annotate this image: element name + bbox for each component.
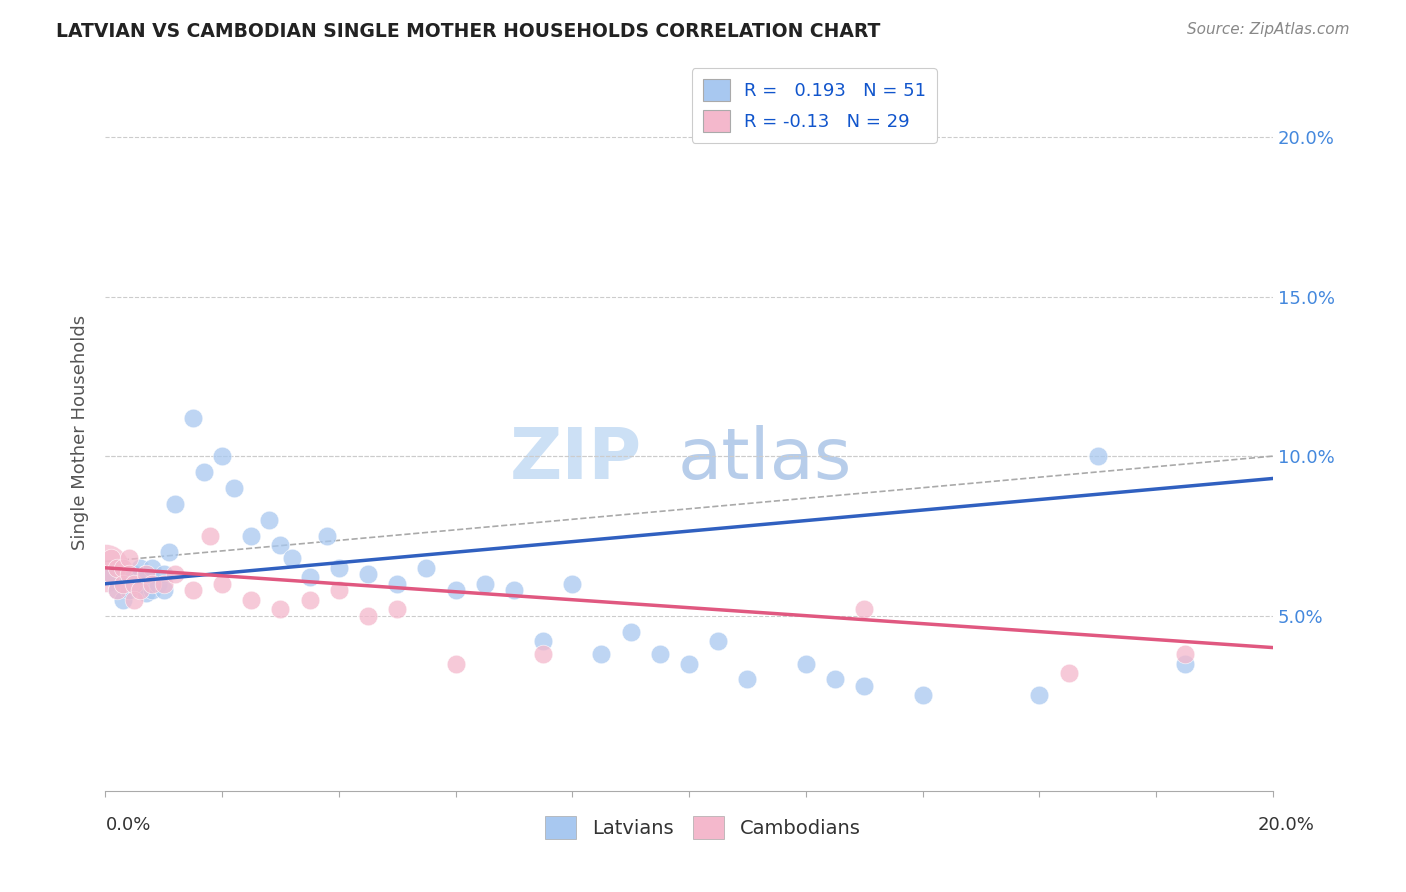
Point (152, 576, 174, 591)
Point (100, 567, 122, 582)
Point (561, 576, 583, 591)
Point (357, 567, 380, 582)
Point (444, 657, 467, 671)
Point (1057, 666, 1080, 681)
Point (316, 529, 339, 543)
Point (165, 497, 187, 511)
Point (1087, 449, 1109, 463)
Point (124, 576, 146, 591)
Point (257, 513, 280, 527)
Point (357, 608, 380, 623)
Point (707, 634, 730, 648)
Point (385, 576, 408, 591)
Point (141, 583, 163, 598)
Point (193, 465, 215, 479)
Point (328, 561, 350, 575)
Point (678, 657, 700, 671)
Point (222, 481, 245, 495)
Text: Source: ZipAtlas.com: Source: ZipAtlas.com (1187, 22, 1350, 37)
Point (824, 673, 846, 687)
Point (94, 561, 117, 575)
Point (211, 576, 233, 591)
Point (648, 647, 671, 661)
Point (444, 583, 467, 598)
Point (117, 551, 139, 566)
Point (159, 545, 181, 559)
Point (1174, 657, 1197, 671)
Text: 20.0%: 20.0% (1258, 816, 1315, 834)
Point (141, 561, 163, 575)
Point (200, 529, 222, 543)
Point (298, 570, 321, 584)
Text: 0.0%: 0.0% (105, 816, 150, 834)
Point (124, 592, 146, 607)
Point (269, 539, 291, 553)
Y-axis label: Single Mother Households: Single Mother Households (72, 315, 89, 549)
Point (211, 449, 233, 463)
Point (385, 602, 408, 616)
Point (135, 586, 157, 600)
Point (298, 592, 321, 607)
Point (111, 592, 134, 607)
Point (737, 673, 759, 687)
Point (100, 551, 122, 566)
Point (135, 567, 157, 582)
Point (105, 583, 128, 598)
Point (111, 561, 134, 575)
Point (181, 410, 204, 425)
Point (165, 567, 187, 582)
Point (105, 583, 128, 598)
Point (135, 567, 157, 582)
Point (152, 567, 174, 582)
Point (124, 567, 146, 582)
Point (853, 602, 876, 616)
Point (105, 561, 128, 575)
Point (531, 634, 554, 648)
Text: atlas: atlas (678, 425, 852, 494)
Point (111, 576, 134, 591)
Point (129, 561, 152, 575)
Point (141, 576, 163, 591)
Legend: Latvians, Cambodians: Latvians, Cambodians (537, 808, 869, 847)
Point (129, 583, 152, 598)
Point (240, 529, 263, 543)
Point (1028, 689, 1050, 703)
Point (794, 657, 817, 671)
Point (281, 551, 304, 566)
Point (269, 602, 291, 616)
Point (117, 567, 139, 582)
Point (620, 624, 643, 639)
Point (328, 583, 350, 598)
Text: ZIP: ZIP (510, 425, 643, 494)
Point (111, 576, 134, 591)
Point (591, 647, 613, 661)
Point (117, 583, 139, 598)
Point (152, 583, 174, 598)
Point (503, 583, 526, 598)
Point (474, 576, 496, 591)
Point (146, 576, 169, 591)
Legend: R =   0.193   N = 51, R = -0.13   N = 29: R = 0.193 N = 51, R = -0.13 N = 29 (692, 68, 936, 143)
Point (124, 576, 146, 591)
Point (181, 583, 204, 598)
Point (129, 576, 152, 591)
Point (100, 567, 122, 582)
Point (117, 567, 139, 582)
Point (1174, 647, 1197, 661)
Point (415, 561, 437, 575)
Point (240, 592, 263, 607)
Point (911, 689, 934, 703)
Point (531, 647, 554, 661)
Text: LATVIAN VS CAMBODIAN SINGLE MOTHER HOUSEHOLDS CORRELATION CHART: LATVIAN VS CAMBODIAN SINGLE MOTHER HOUSE… (56, 22, 880, 41)
Point (853, 679, 876, 693)
